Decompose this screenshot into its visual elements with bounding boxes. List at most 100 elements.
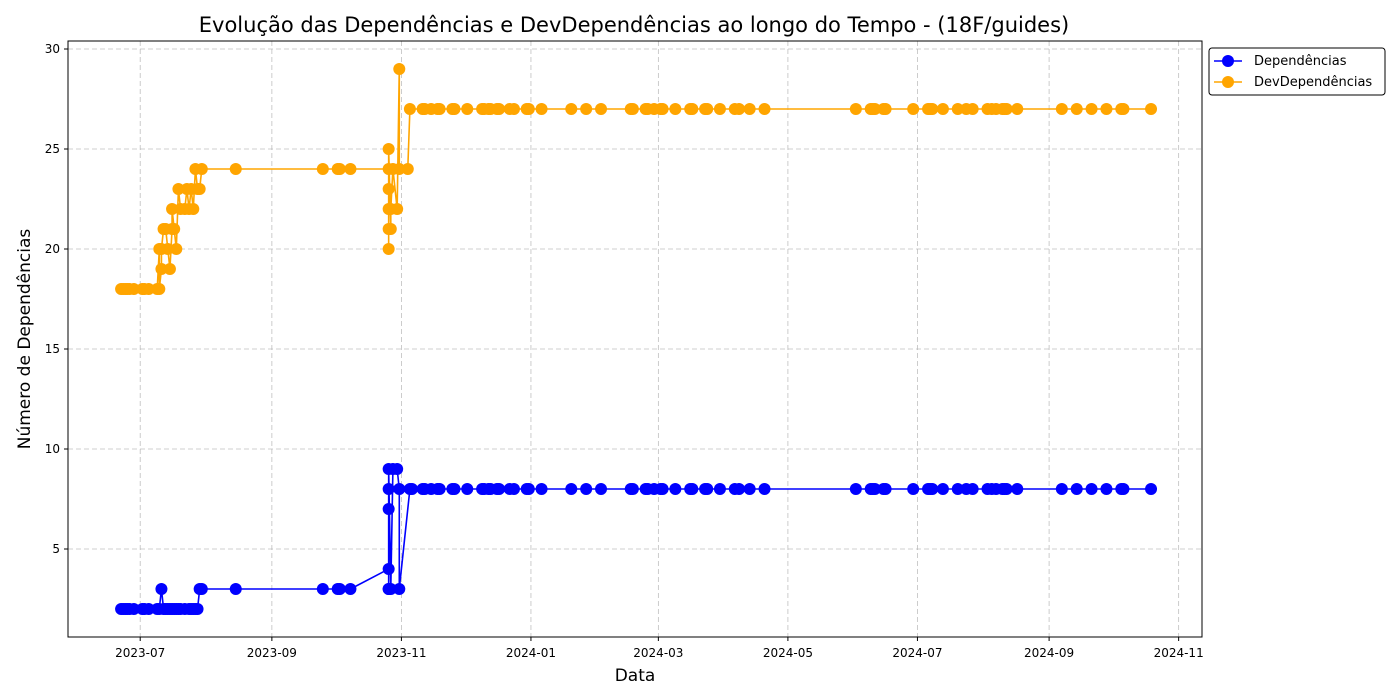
grid	[68, 41, 1202, 637]
data-point-devdependencias	[170, 243, 183, 255]
data-point-devdependencias	[507, 103, 520, 115]
data-point-devdependencias	[393, 163, 406, 175]
data-point-devdependencias	[153, 283, 166, 295]
y-tick-label: 25	[45, 142, 60, 156]
y-tick-label: 15	[45, 342, 60, 356]
data-point-dependencias	[384, 583, 397, 595]
data-point-dependencias	[382, 563, 395, 575]
data-point-devdependencias	[229, 163, 242, 175]
data-point-dependencias	[926, 483, 939, 495]
data-point-devdependencias	[391, 203, 404, 215]
data-point-dependencias	[626, 483, 639, 495]
x-tick-label: 2023-07	[115, 646, 165, 660]
data-point-dependencias	[391, 463, 404, 475]
x-tick-label: 2024-01	[506, 646, 556, 660]
data-point-devdependencias	[493, 103, 506, 115]
data-point-dependencias	[393, 483, 406, 495]
data-point-dependencias	[849, 483, 862, 495]
data-point-dependencias	[868, 483, 881, 495]
data-point-devdependencias	[401, 163, 414, 175]
data-point-dependencias	[686, 483, 699, 495]
data-point-devdependencias	[522, 103, 535, 115]
y-tick-label: 10	[45, 442, 60, 456]
data-point-devdependencias	[403, 103, 416, 115]
data-point-devdependencias	[733, 103, 746, 115]
data-point-dependencias	[669, 483, 682, 495]
data-point-devdependencias	[166, 203, 179, 215]
legend-marker-devdependencias	[1222, 76, 1234, 88]
data-point-dependencias	[580, 483, 593, 495]
data-point-dependencias	[316, 583, 329, 595]
data-point-devdependencias	[382, 143, 395, 155]
y-tick-label: 30	[45, 42, 60, 56]
x-axis-label: Data	[615, 666, 656, 686]
data-point-dependencias	[1117, 483, 1130, 495]
data-point-dependencias	[743, 483, 756, 495]
x-tick-label: 2024-11	[1154, 646, 1204, 660]
data-point-devdependencias	[535, 103, 548, 115]
data-point-dependencias	[951, 483, 964, 495]
data-point-dependencias	[127, 603, 140, 615]
data-point-dependencias	[879, 483, 892, 495]
legend-marker-dependencias	[1222, 55, 1234, 67]
data-point-devdependencias	[669, 103, 682, 115]
data-point-devdependencias	[713, 103, 726, 115]
data-point-devdependencias	[172, 183, 185, 195]
data-point-devdependencias	[316, 163, 329, 175]
data-point-devdependencias	[936, 103, 949, 115]
data-point-devdependencias	[966, 103, 979, 115]
data-point-devdependencias	[1100, 103, 1113, 115]
data-point-devdependencias	[127, 283, 140, 295]
data-point-devdependencias	[758, 103, 771, 115]
data-point-devdependencias	[626, 103, 639, 115]
data-point-dependencias	[1085, 483, 1098, 495]
data-point-dependencias	[344, 583, 357, 595]
data-point-dependencias	[333, 583, 346, 595]
data-point-dependencias	[461, 483, 474, 495]
data-point-devdependencias	[382, 243, 395, 255]
series-group	[115, 63, 1158, 615]
data-point-dependencias	[448, 483, 461, 495]
data-point-dependencias	[142, 603, 155, 615]
data-point-devdependencias	[879, 103, 892, 115]
series-line-devdependencias	[121, 68, 1152, 290]
y-tick-label: 5	[52, 542, 60, 556]
data-point-devdependencias	[656, 103, 669, 115]
data-point-devdependencias	[382, 183, 395, 195]
data-point-devdependencias	[1070, 103, 1083, 115]
series-devdependencias	[115, 63, 1158, 295]
data-point-devdependencias	[868, 103, 881, 115]
data-point-dependencias	[195, 583, 208, 595]
data-point-dependencias	[595, 483, 608, 495]
data-point-devdependencias	[448, 103, 461, 115]
data-point-devdependencias	[344, 163, 357, 175]
x-tick-label: 2024-05	[763, 646, 813, 660]
data-point-dependencias	[656, 483, 669, 495]
data-point-devdependencias	[142, 283, 155, 295]
data-point-devdependencias	[595, 103, 608, 115]
data-point-devdependencias	[565, 103, 578, 115]
data-point-dependencias	[393, 583, 406, 595]
data-point-dependencias	[907, 483, 920, 495]
data-point-devdependencias	[384, 223, 397, 235]
data-point-dependencias	[936, 483, 949, 495]
data-point-dependencias	[229, 583, 242, 595]
data-point-dependencias	[758, 483, 771, 495]
data-point-devdependencias	[333, 163, 346, 175]
data-point-devdependencias	[1117, 103, 1130, 115]
data-point-dependencias	[565, 483, 578, 495]
data-point-devdependencias	[686, 103, 699, 115]
y-tick-label: 20	[45, 242, 60, 256]
data-point-devdependencias	[161, 243, 174, 255]
x-tick-label: 2024-09	[1024, 646, 1074, 660]
data-point-devdependencias	[1145, 103, 1158, 115]
data-point-devdependencias	[393, 63, 406, 75]
data-point-dependencias	[433, 483, 446, 495]
data-point-devdependencias	[701, 103, 714, 115]
data-point-dependencias	[713, 483, 726, 495]
legend-label-dependencias: Dependências	[1254, 54, 1347, 69]
data-point-devdependencias	[433, 103, 446, 115]
chart-title: Evolução das Dependências e DevDependênc…	[199, 13, 1069, 37]
data-point-devdependencias	[187, 203, 200, 215]
